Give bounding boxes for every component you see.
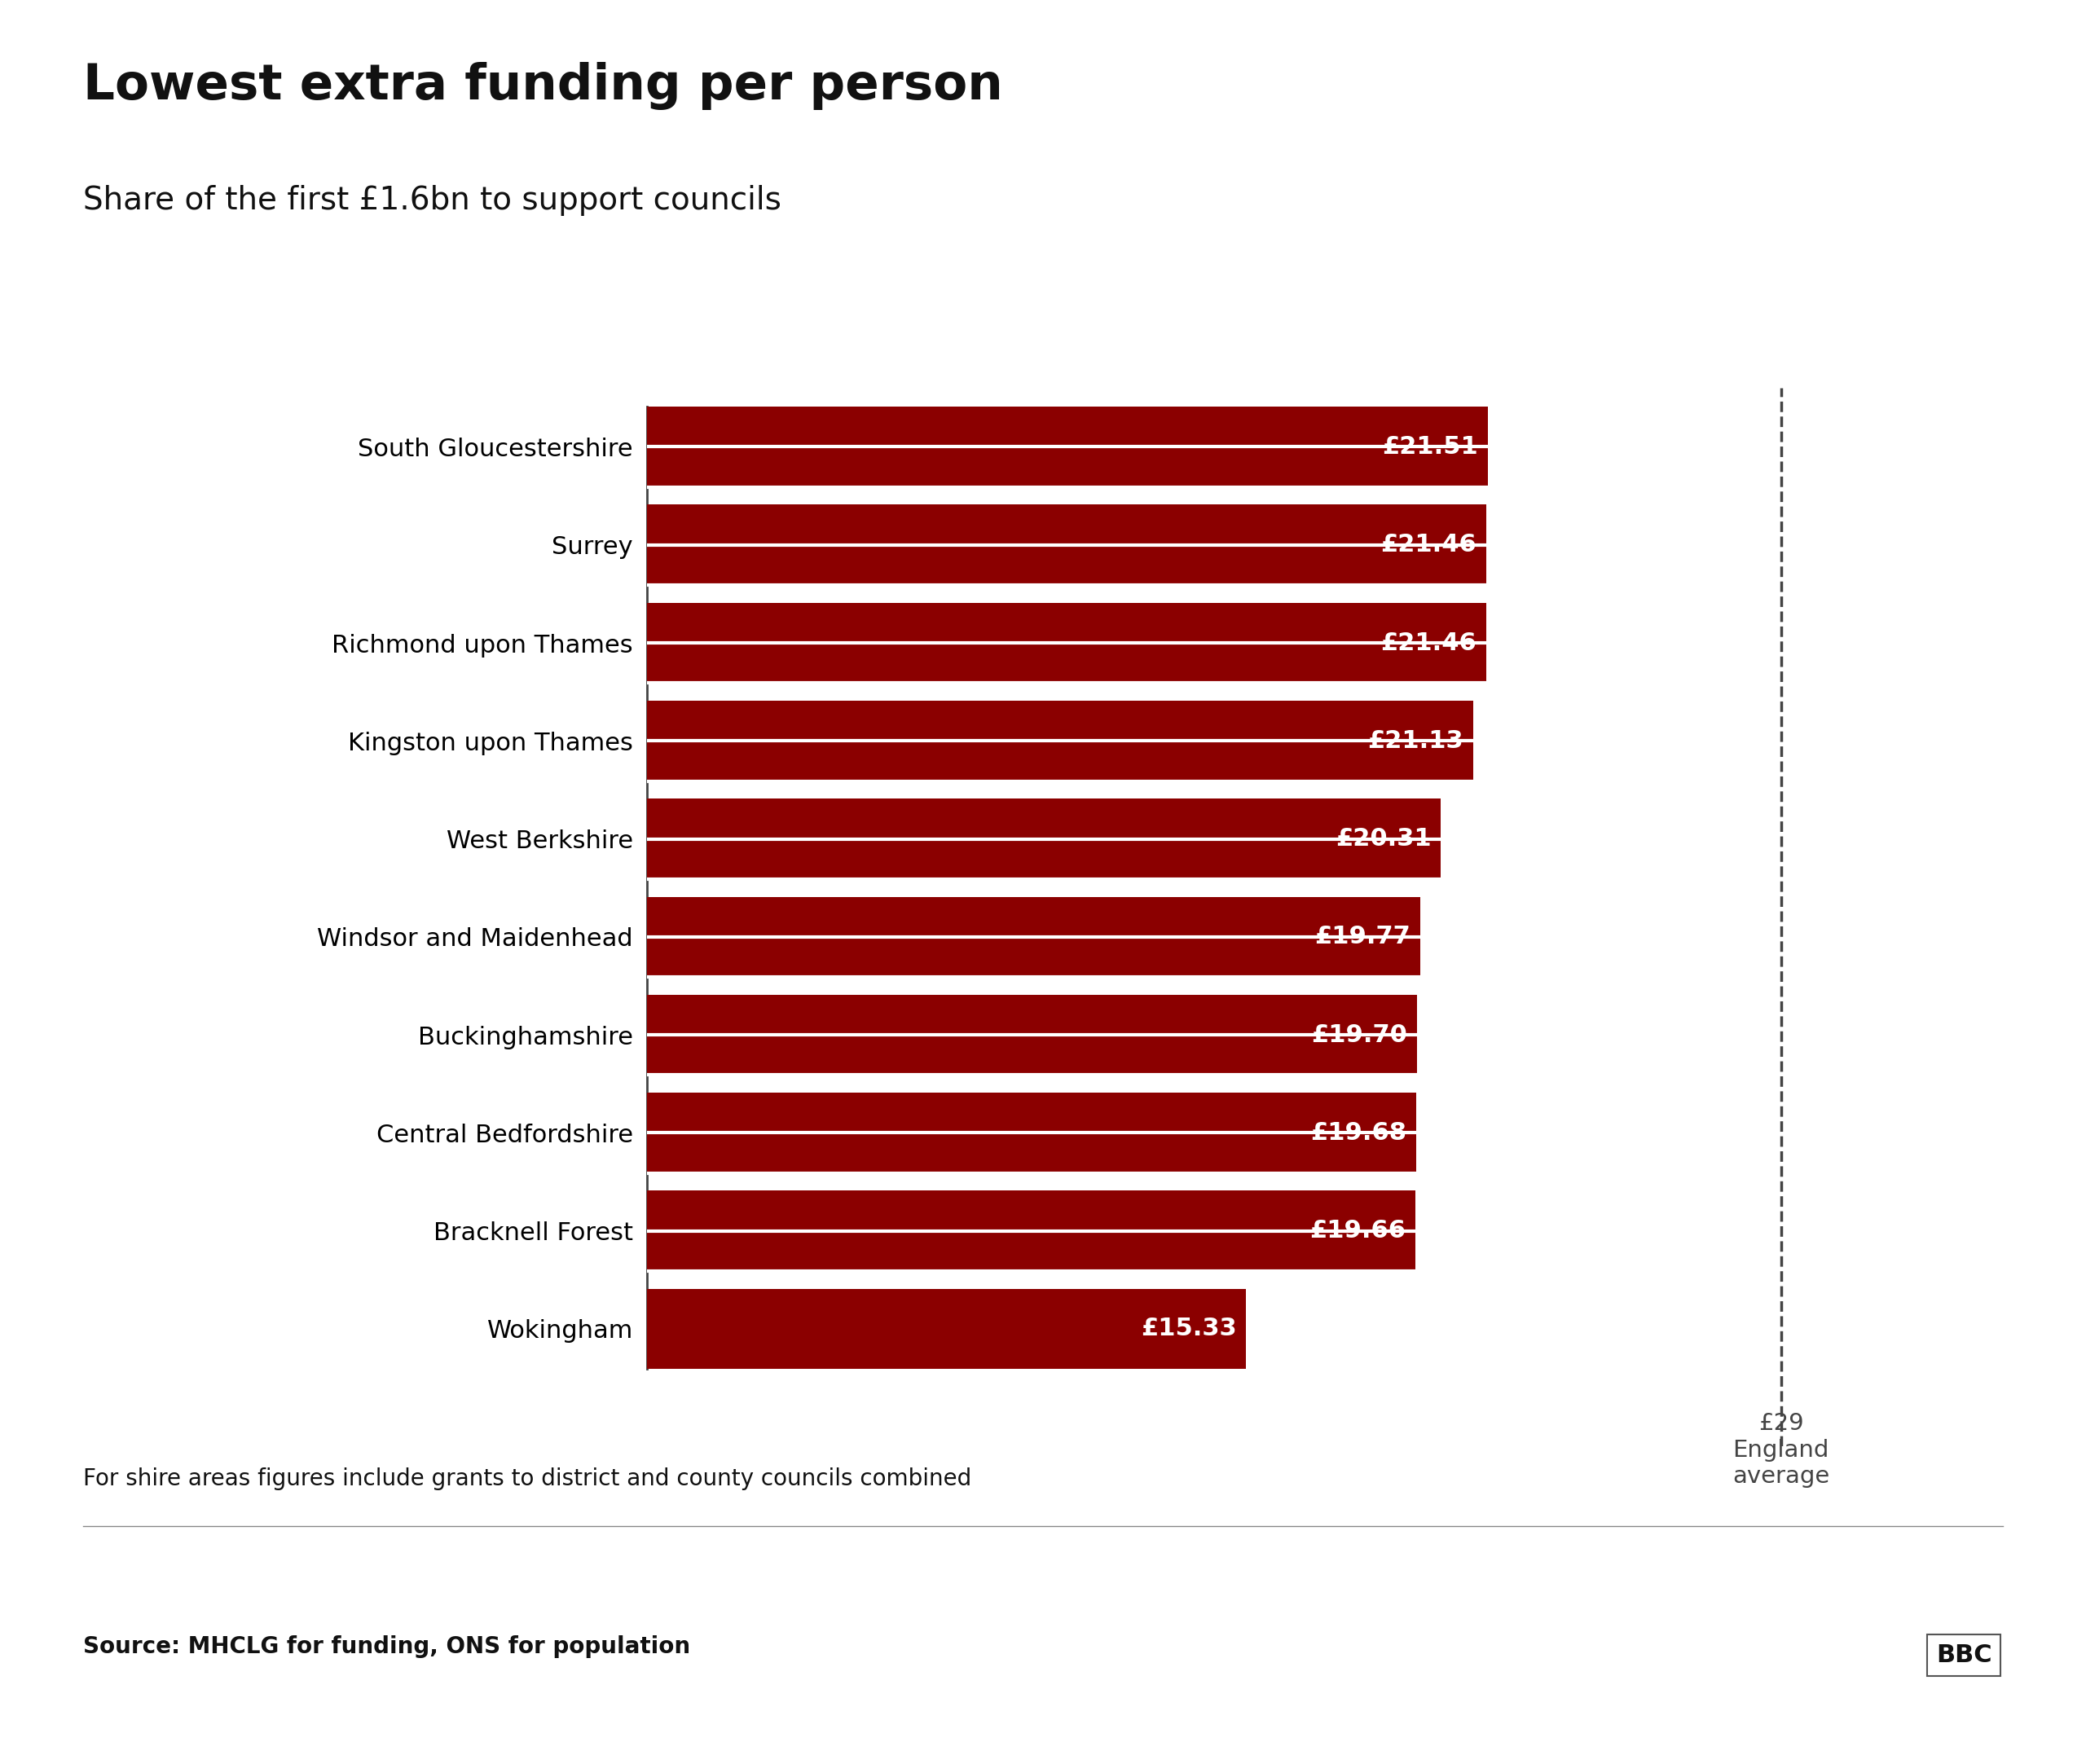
- Bar: [647, 799, 1441, 878]
- Text: Source: MHCLG for funding, ONS for population: Source: MHCLG for funding, ONS for popul…: [83, 1635, 690, 1658]
- Bar: [647, 407, 1487, 487]
- Text: BBC: BBC: [1936, 1644, 1992, 1667]
- Bar: [647, 1289, 1245, 1369]
- Text: £15.33: £15.33: [1141, 1318, 1237, 1341]
- Text: For shire areas figures include grants to district and county councils combined: For shire areas figures include grants t…: [83, 1468, 972, 1491]
- Bar: [647, 700, 1473, 781]
- Text: Share of the first £1.6bn to support councils: Share of the first £1.6bn to support cou…: [83, 185, 782, 217]
- Text: £29
England
average: £29 England average: [1731, 1413, 1829, 1487]
- Bar: [647, 995, 1416, 1074]
- Text: £19.66: £19.66: [1310, 1219, 1406, 1242]
- Text: £21.51: £21.51: [1383, 436, 1479, 459]
- Text: £21.46: £21.46: [1381, 533, 1477, 557]
- Text: £20.31: £20.31: [1335, 827, 1431, 850]
- Bar: [647, 505, 1485, 586]
- Text: £21.13: £21.13: [1368, 729, 1464, 753]
- Bar: [647, 603, 1485, 683]
- Text: £19.77: £19.77: [1314, 924, 1410, 949]
- Bar: [647, 1191, 1416, 1272]
- Text: £19.68: £19.68: [1310, 1122, 1406, 1145]
- Text: £19.70: £19.70: [1312, 1023, 1408, 1046]
- Text: Lowest extra funding per person: Lowest extra funding per person: [83, 62, 1003, 109]
- Bar: [647, 896, 1421, 977]
- Bar: [647, 1092, 1416, 1173]
- Text: £21.46: £21.46: [1381, 632, 1477, 654]
